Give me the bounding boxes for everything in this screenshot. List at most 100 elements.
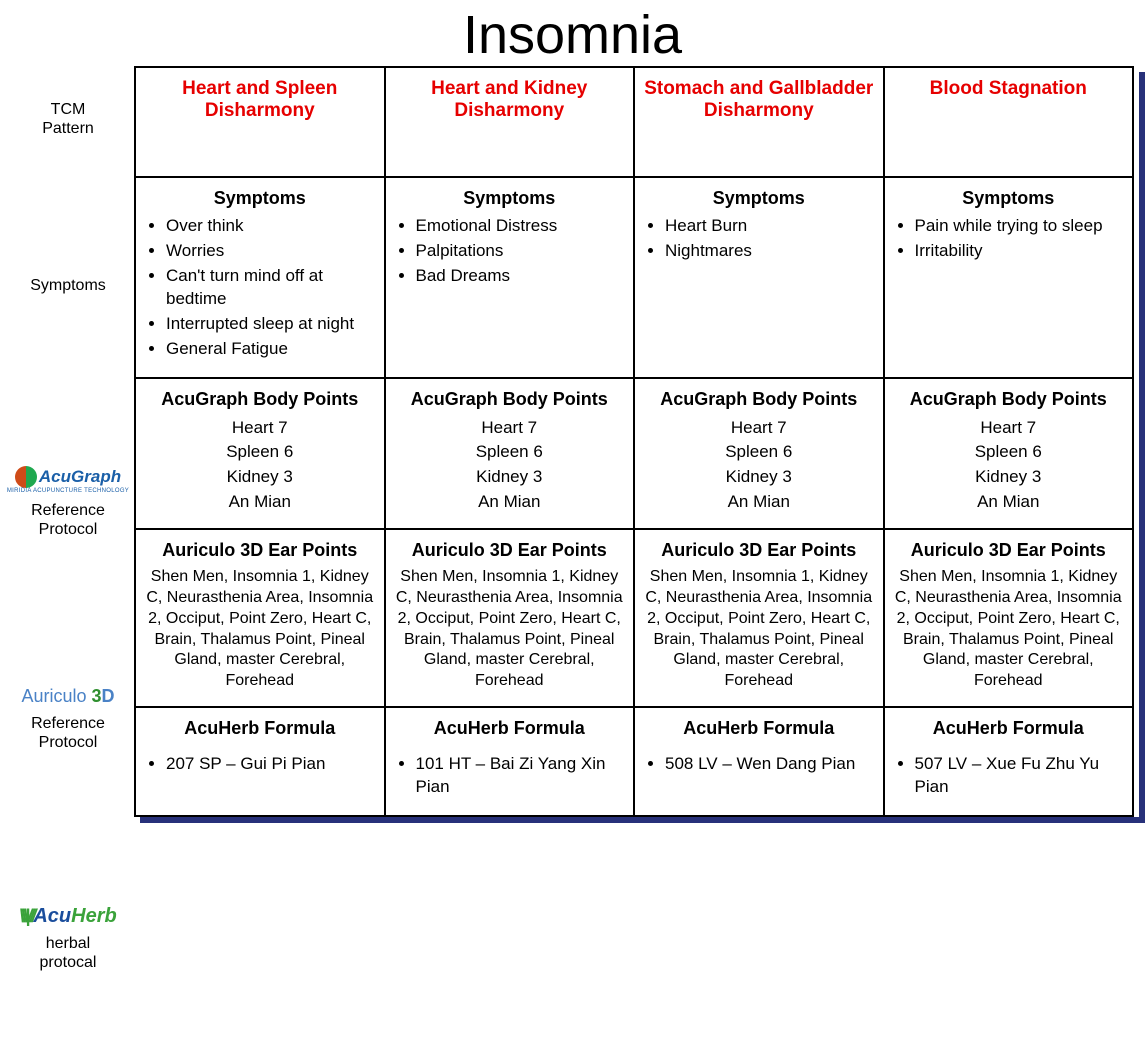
acuherb-heading: AcuHerb Formula <box>394 718 626 739</box>
acuherb-cell-3: AcuHerb Formula 507 LV – Xue Fu Zhu Yu P… <box>884 707 1134 816</box>
list-item: Heart 7 <box>643 416 875 441</box>
acuherb-list-2: 508 LV – Wen Dang Pian <box>643 753 875 776</box>
auriculo-cell-2: Auriculo 3D Ear Points Shen Men, Insomni… <box>634 529 884 707</box>
symptoms-row: Symptoms Over think Worries Can't turn m… <box>135 177 1133 378</box>
acugraph-cell-0: AcuGraph Body Points Heart 7 Spleen 6 Ki… <box>135 378 385 530</box>
list-item: Heart 7 <box>144 416 376 441</box>
list-item: Emotional Distress <box>416 215 626 238</box>
auriculo-text-0: Shen Men, Insomnia 1, Kidney C, Neurasth… <box>144 567 376 692</box>
list-item: 507 LV – Xue Fu Zhu Yu Pian <box>915 753 1125 799</box>
acugraph-cell-1: AcuGraph Body Points Heart 7 Spleen 6 Ki… <box>385 378 635 530</box>
acuherb-cell-2: AcuHerb Formula 508 LV – Wen Dang Pian <box>634 707 884 816</box>
auriculo-heading: Auriculo 3D Ear Points <box>893 540 1125 561</box>
symptoms-list-2: Heart Burn Nightmares <box>643 215 875 263</box>
acugraph-points-2: Heart 7 Spleen 6 Kidney 3 An Mian <box>643 416 875 515</box>
list-item: Spleen 6 <box>394 440 626 465</box>
pattern-col-2: Stomach and Gallbladder Disharmony <box>634 67 884 177</box>
acugraph-tagline: MIRIDIA ACUPUNCTURE TECHNOLOGY <box>6 488 130 495</box>
symptoms-heading: Symptoms <box>144 188 376 209</box>
list-item: General Fatigue <box>166 338 376 361</box>
symptoms-cell-1: Symptoms Emotional Distress Palpitations… <box>385 177 635 378</box>
acuherb-row: AcuHerb Formula 207 SP – Gui Pi Pian Acu… <box>135 707 1133 816</box>
list-item: Heart 7 <box>893 416 1125 441</box>
auriculo-brand-a: Auriculo <box>21 686 91 706</box>
list-item: An Mian <box>893 490 1125 515</box>
acugraph-logo-block: AcuGraph MIRIDIA ACUPUNCTURE TECHNOLOGY … <box>6 466 130 540</box>
row-label-auriculo: Reference Protocol <box>6 714 130 752</box>
list-item: Kidney 3 <box>893 465 1125 490</box>
auriculo-logo: Auriculo 3D <box>6 686 130 708</box>
yinyang-icon <box>15 466 37 488</box>
pattern-header-row: Heart and Spleen Disharmony Heart and Ki… <box>135 67 1133 177</box>
acuherb-list-3: 507 LV – Xue Fu Zhu Yu Pian <box>893 753 1125 799</box>
row-label-acugraph: Reference Protocol <box>6 501 130 539</box>
table-container: TCM Pattern Symptoms AcuGraph MIRIDIA AC… <box>134 66 1139 817</box>
auriculo-logo-block: Auriculo 3D Reference Protocol <box>6 686 130 752</box>
symptoms-cell-2: Symptoms Heart Burn Nightmares <box>634 177 884 378</box>
list-item: Over think <box>166 215 376 238</box>
acugraph-heading: AcuGraph Body Points <box>394 389 626 410</box>
acuherb-cell-0: AcuHerb Formula 207 SP – Gui Pi Pian <box>135 707 385 816</box>
list-item: 508 LV – Wen Dang Pian <box>665 753 875 776</box>
acuherb-logo-block: \\\|///AcuHerb herbal protocal <box>6 904 130 972</box>
acuherb-cell-1: AcuHerb Formula 101 HT – Bai Zi Yang Xin… <box>385 707 635 816</box>
list-item: Kidney 3 <box>394 465 626 490</box>
list-item: Kidney 3 <box>144 465 376 490</box>
symptoms-heading: Symptoms <box>893 188 1125 209</box>
list-item: Pain while trying to sleep <box>915 215 1125 238</box>
tcm-table: Heart and Spleen Disharmony Heart and Ki… <box>134 66 1134 817</box>
acuherb-brand-acu: Acu <box>33 905 71 927</box>
list-item: Can't turn mind off at bedtime <box>166 265 376 311</box>
list-item: Kidney 3 <box>643 465 875 490</box>
auriculo-brand-d: D <box>102 686 115 706</box>
list-item: Nightmares <box>665 240 875 263</box>
acuherb-heading: AcuHerb Formula <box>643 718 875 739</box>
row-label-tcm-text: TCM Pattern <box>42 101 94 137</box>
list-item: Spleen 6 <box>643 440 875 465</box>
list-item: Irritability <box>915 240 1125 263</box>
acuherb-logo: \\\|///AcuHerb <box>6 904 130 928</box>
symptoms-heading: Symptoms <box>643 188 875 209</box>
symptoms-list-0: Over think Worries Can't turn mind off a… <box>144 215 376 361</box>
list-item: An Mian <box>394 490 626 515</box>
acugraph-cell-3: AcuGraph Body Points Heart 7 Spleen 6 Ki… <box>884 378 1134 530</box>
acugraph-points-1: Heart 7 Spleen 6 Kidney 3 An Mian <box>394 416 626 515</box>
auriculo-heading: Auriculo 3D Ear Points <box>144 540 376 561</box>
pattern-col-0: Heart and Spleen Disharmony <box>135 67 385 177</box>
row-label-tcm: TCM Pattern <box>6 100 130 138</box>
auriculo-cell-0: Auriculo 3D Ear Points Shen Men, Insomni… <box>135 529 385 707</box>
pattern-col-3: Blood Stagnation <box>884 67 1134 177</box>
grass-icon: \\\|/// <box>19 906 33 926</box>
acugraph-points-3: Heart 7 Spleen 6 Kidney 3 An Mian <box>893 416 1125 515</box>
symptoms-list-1: Emotional Distress Palpitations Bad Drea… <box>394 215 626 288</box>
list-item: Spleen 6 <box>893 440 1125 465</box>
symptoms-cell-3: Symptoms Pain while trying to sleep Irri… <box>884 177 1134 378</box>
list-item: Palpitations <box>416 240 626 263</box>
acugraph-points-0: Heart 7 Spleen 6 Kidney 3 An Mian <box>144 416 376 515</box>
list-item: Bad Dreams <box>416 265 626 288</box>
acuherb-heading: AcuHerb Formula <box>144 718 376 739</box>
row-labels-column: TCM Pattern Symptoms AcuGraph MIRIDIA AC… <box>6 66 134 817</box>
list-item: Heart 7 <box>394 416 626 441</box>
acugraph-brand: AcuGraph <box>39 467 121 487</box>
acuherb-list-1: 101 HT – Bai Zi Yang Xin Pian <box>394 753 626 799</box>
acugraph-heading: AcuGraph Body Points <box>144 389 376 410</box>
list-item: Spleen 6 <box>144 440 376 465</box>
auriculo-text-3: Shen Men, Insomnia 1, Kidney C, Neurasth… <box>893 567 1125 692</box>
list-item: Interrupted sleep at night <box>166 313 376 336</box>
acugraph-heading: AcuGraph Body Points <box>643 389 875 410</box>
auriculo-text-2: Shen Men, Insomnia 1, Kidney C, Neurasth… <box>643 567 875 692</box>
list-item: Worries <box>166 240 376 263</box>
row-label-symptoms: Symptoms <box>6 276 130 295</box>
acugraph-logo: AcuGraph <box>6 466 130 488</box>
page: Insomnia TCM Pattern Symptoms AcuGraph M… <box>0 4 1145 827</box>
auriculo-cell-3: Auriculo 3D Ear Points Shen Men, Insomni… <box>884 529 1134 707</box>
acugraph-heading: AcuGraph Body Points <box>893 389 1125 410</box>
symptoms-heading: Symptoms <box>394 188 626 209</box>
list-item: Heart Burn <box>665 215 875 238</box>
symptoms-cell-0: Symptoms Over think Worries Can't turn m… <box>135 177 385 378</box>
acuherb-list-0: 207 SP – Gui Pi Pian <box>144 753 376 776</box>
list-item: An Mian <box>643 490 875 515</box>
auriculo-heading: Auriculo 3D Ear Points <box>394 540 626 561</box>
auriculo-heading: Auriculo 3D Ear Points <box>643 540 875 561</box>
